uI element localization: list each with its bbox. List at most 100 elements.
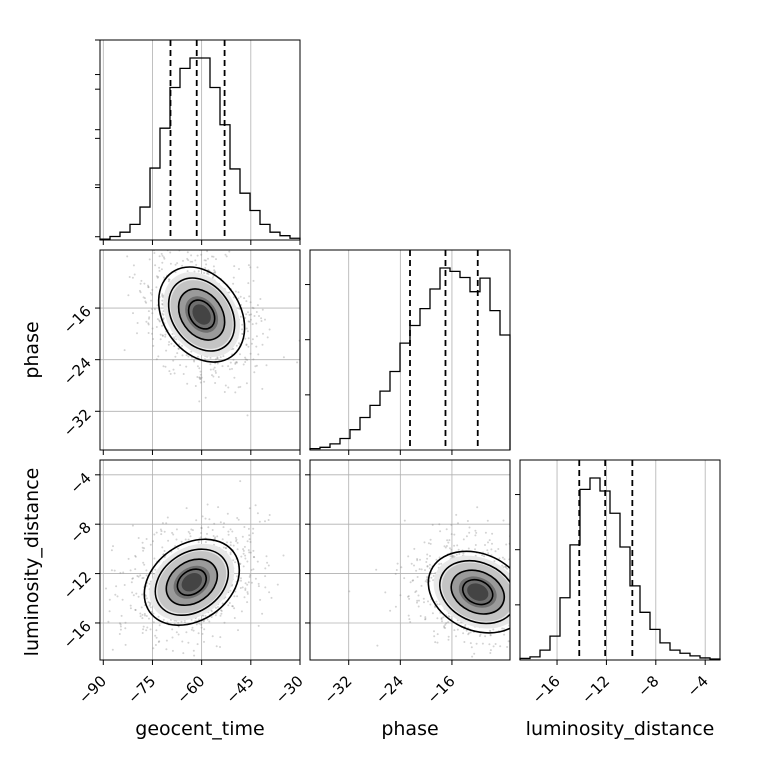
scatter-point [216,606,219,608]
scatter-point [161,546,164,549]
scatter-point [212,265,215,268]
scatter-point [215,606,217,609]
scatter-point [408,618,411,621]
scatter-point [267,564,270,567]
scatter-point [184,538,187,541]
scatter-point [147,322,150,325]
scatter-point [431,523,434,526]
scatter-point [462,632,465,635]
scatter-point [416,599,419,602]
scatter-point [481,554,484,557]
scatter-point [221,538,224,541]
scatter-point [246,540,249,543]
scatter-point [400,566,403,569]
scatter-point [484,635,487,638]
scatter-point [220,612,223,615]
scatter-point [242,549,245,552]
scatter-point [152,647,155,650]
scatter-point [233,595,236,598]
scatter-point [192,629,195,632]
scatter-point [193,654,196,657]
scatter-point [142,625,145,628]
scatter-point [229,553,232,556]
scatter-point [248,575,251,578]
scatter-point [157,275,160,278]
scatter-point [420,568,423,571]
scatter-point [141,541,144,544]
scatter-point [417,605,420,608]
scatter-point [219,646,221,648]
joint-content [100,480,285,660]
scatter-point [440,562,443,565]
scatter-point [142,296,145,299]
scatter-point [416,601,418,604]
scatter-point [422,597,425,600]
scatter-point [198,367,201,370]
scatter-point [488,629,491,632]
scatter-point [423,601,425,604]
scatter-point [394,572,397,575]
scatter-point [159,528,162,531]
scatter-point [211,635,214,638]
scatter-point [235,344,238,347]
scatter-point [266,561,269,564]
scatter-point [247,264,250,267]
scatter-point [442,616,445,619]
scatter-point [212,255,215,258]
scatter-point [131,276,134,279]
scatter-point [208,518,211,521]
scatter-point [237,629,239,632]
scatter-point [167,539,170,542]
scatter-point [154,634,157,637]
scatter-point [158,624,161,627]
scatter-point [429,542,432,545]
density-level [181,573,202,592]
scatter-point [169,251,172,254]
scatter-point [407,555,410,558]
scatter-point [164,333,167,336]
scatter-point [181,354,184,357]
scatter-point [118,622,121,625]
scatter-point [179,364,182,367]
scatter-point [158,319,161,322]
scatter-point [420,584,423,587]
scatter-point [489,634,492,637]
scatter-point [224,253,227,256]
scatter-point [501,556,504,559]
scatter-point [140,606,143,609]
scatter-point [206,618,209,621]
scatter-point [450,533,453,536]
scatter-point [245,300,248,303]
scatter-point [429,538,432,541]
scatter-point [158,266,161,269]
scatter-point [222,546,225,549]
scatter-point [119,628,122,631]
scatter-point [501,627,504,630]
scatter-point [228,368,231,371]
scatter-point [256,560,259,563]
scatter-point [491,542,493,545]
scatter-point [135,592,138,595]
scatter-point [265,555,268,558]
density-level [192,304,211,325]
contour-line [167,277,236,352]
scatter-point [155,326,158,328]
scatter-point [232,282,235,285]
scatter-point [177,621,180,624]
scatter-point [244,554,247,557]
scatter-point [172,359,175,362]
scatter-point [211,276,214,279]
scatter-point [425,578,428,581]
scatter-point [203,272,206,274]
contour-line [427,550,510,634]
scatter-point [155,286,158,289]
scatter-point [224,384,227,387]
scatter-point [456,628,459,631]
scatter-point [488,643,491,646]
scatter-point [149,292,152,294]
scatter-point [239,353,241,356]
scatter-point [155,636,158,639]
scatter-point [139,615,142,618]
scatter-point [415,590,418,593]
histogram-geocent-time [95,39,301,245]
